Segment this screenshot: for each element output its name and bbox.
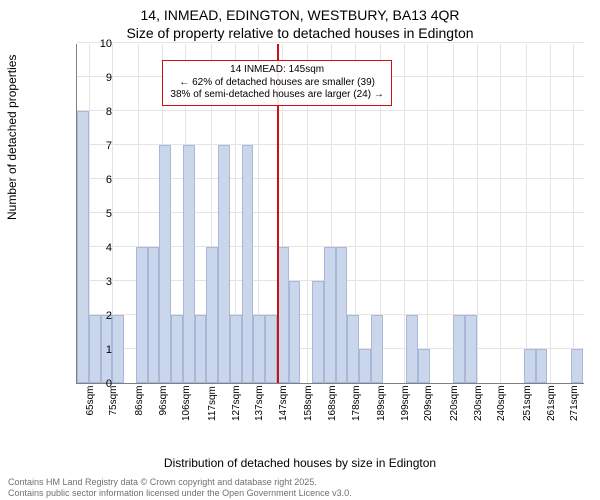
ytick-label: 9: [82, 72, 112, 84]
ytick-label: 6: [82, 174, 112, 186]
footer-attribution: Contains HM Land Registry data © Crown c…: [8, 477, 352, 499]
histogram-bar: [406, 315, 418, 383]
xtick-label: 137sqm: [254, 385, 265, 421]
chart-container: 14, INMEAD, EDINGTON, WESTBURY, BA13 4QR…: [0, 0, 600, 500]
histogram-bar: [265, 315, 277, 383]
gridline-v: [477, 44, 478, 383]
histogram-bar: [312, 281, 324, 383]
histogram-bar: [148, 247, 160, 383]
ytick-label: 3: [82, 276, 112, 288]
xtick-label: 75sqm: [108, 385, 119, 415]
annotation-line3: 38% of semi-detached houses are larger (…: [170, 89, 383, 102]
xtick-label: 220sqm: [449, 385, 460, 421]
histogram-bar: [418, 349, 430, 383]
gridline-v: [500, 44, 501, 383]
ytick-label: 10: [82, 38, 112, 50]
histogram-bar: [371, 315, 383, 383]
annotation-line2: ← 62% of detached houses are smaller (39…: [170, 77, 383, 90]
xtick-label: 158sqm: [303, 385, 314, 421]
histogram-bar: [524, 349, 536, 383]
histogram-bar: [289, 281, 301, 383]
histogram-bar: [218, 145, 230, 383]
xtick-label: 230sqm: [473, 385, 484, 421]
gridline-v: [573, 44, 574, 383]
ytick-label: 5: [82, 208, 112, 220]
xtick-label: 127sqm: [231, 385, 242, 421]
ytick-label: 4: [82, 242, 112, 254]
histogram-bar: [112, 315, 124, 383]
ytick-label: 1: [82, 344, 112, 356]
gridline-h: [77, 42, 584, 43]
plot-area: 14 INMEAD: 145sqm← 62% of detached house…: [76, 44, 584, 384]
histogram-bar: [253, 315, 265, 383]
xtick-label: 261sqm: [546, 385, 557, 421]
annotation-line1: 14 INMEAD: 145sqm: [170, 64, 383, 77]
ytick-label: 2: [82, 310, 112, 322]
chart-wrap: 14 INMEAD: 145sqm← 62% of detached house…: [46, 44, 594, 430]
histogram-bar: [465, 315, 477, 383]
histogram-bar: [195, 315, 207, 383]
footer-line2: Contains public sector information licen…: [8, 488, 352, 499]
xtick-label: 240sqm: [496, 385, 507, 421]
chart-title-line1: 14, INMEAD, EDINGTON, WESTBURY, BA13 4QR: [0, 6, 600, 24]
gridline-v: [550, 44, 551, 383]
ytick-label: 7: [82, 140, 112, 152]
gridline-v: [404, 44, 405, 383]
histogram-bar: [324, 247, 336, 383]
xtick-label: 65sqm: [85, 385, 96, 415]
xtick-label: 96sqm: [158, 385, 169, 415]
histogram-bar: [242, 145, 254, 383]
gridline-v: [526, 44, 527, 383]
histogram-bar: [536, 349, 548, 383]
y-axis-label: Number of detached properties: [5, 55, 19, 220]
xtick-label: 168sqm: [327, 385, 338, 421]
ytick-label: 8: [82, 106, 112, 118]
gridline-v: [427, 44, 428, 383]
histogram-bar: [171, 315, 183, 383]
histogram-bar: [359, 349, 371, 383]
xtick-label: 209sqm: [423, 385, 434, 421]
histogram-bar: [571, 349, 583, 383]
xtick-label: 147sqm: [278, 385, 289, 421]
xtick-label: 271sqm: [569, 385, 580, 421]
histogram-bar: [136, 247, 148, 383]
xtick-label: 199sqm: [400, 385, 411, 421]
xtick-label: 117sqm: [207, 386, 218, 421]
histogram-bar: [230, 315, 242, 383]
xtick-label: 189sqm: [376, 385, 387, 421]
histogram-bar: [183, 145, 195, 383]
annotation-box: 14 INMEAD: 145sqm← 62% of detached house…: [162, 60, 391, 106]
xtick-label: 178sqm: [351, 385, 362, 421]
x-axis-label: Distribution of detached houses by size …: [0, 456, 600, 470]
histogram-bar: [347, 315, 359, 383]
footer-line1: Contains HM Land Registry data © Crown c…: [8, 477, 352, 488]
xtick-label: 251sqm: [522, 385, 533, 421]
histogram-bar: [453, 315, 465, 383]
xtick-label: 106sqm: [181, 385, 192, 421]
histogram-bar: [159, 145, 171, 383]
histogram-bar: [336, 247, 348, 383]
xtick-label: 86sqm: [134, 385, 145, 415]
histogram-bar: [206, 247, 218, 383]
